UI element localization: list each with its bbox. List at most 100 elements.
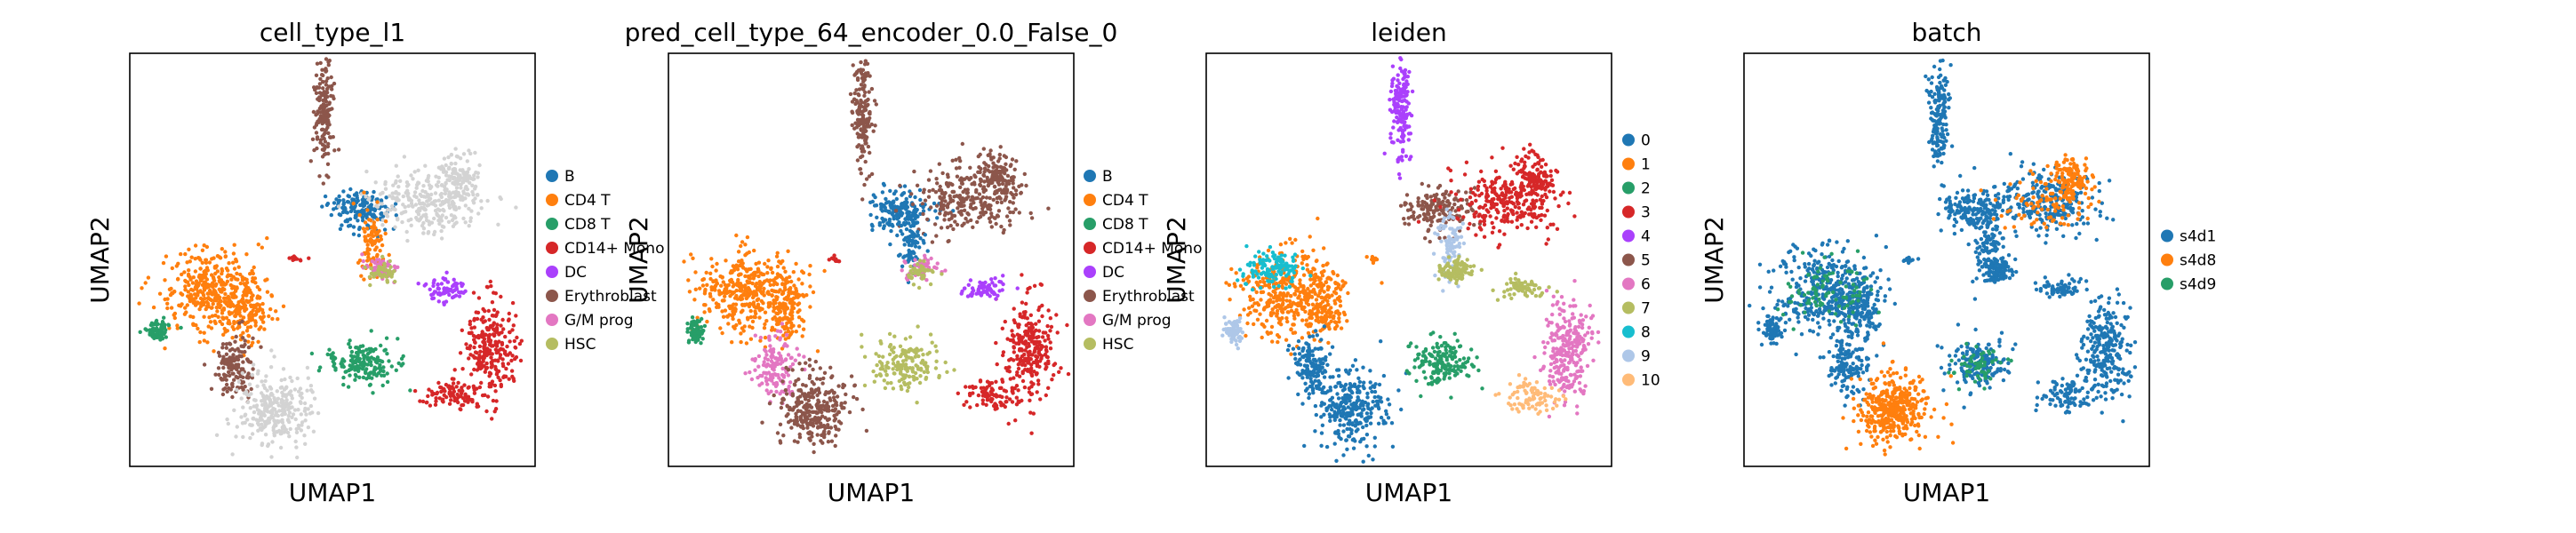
scatter-point xyxy=(933,366,939,370)
scatter-point xyxy=(362,277,366,282)
scatter-point xyxy=(711,298,716,302)
scatter-point xyxy=(979,386,984,390)
scatter-point xyxy=(439,228,444,234)
scatter-point xyxy=(500,342,505,346)
scatter-point xyxy=(202,314,206,319)
scatter-point xyxy=(734,322,739,328)
scatter-point xyxy=(220,286,225,290)
scatter-point xyxy=(238,281,243,286)
scatter-point xyxy=(447,178,452,183)
scatter-point xyxy=(953,219,957,224)
scatter-point xyxy=(739,259,743,265)
scatter-point xyxy=(295,376,300,381)
scatter-point xyxy=(447,174,452,179)
scatter-point xyxy=(892,217,896,221)
scatter-point xyxy=(346,385,351,389)
scatter-point xyxy=(843,401,847,405)
scatter-point xyxy=(284,393,289,397)
scatter-point xyxy=(416,282,420,286)
scatter-point xyxy=(487,370,492,375)
scatter-point xyxy=(487,317,492,322)
scatter-point xyxy=(267,420,271,425)
scatter-point xyxy=(417,198,421,203)
scatter-point xyxy=(898,212,903,218)
scatter-point xyxy=(246,334,252,338)
scatter-point xyxy=(852,394,856,400)
scatter-point xyxy=(878,372,883,377)
scatter-point xyxy=(311,109,316,115)
scatter-point xyxy=(375,252,380,258)
scatter-point xyxy=(193,303,198,307)
scatter-point xyxy=(1028,398,1032,402)
scatter-point xyxy=(227,370,231,374)
scatter-point xyxy=(468,219,473,224)
scatter-point xyxy=(364,235,368,241)
scatter-point xyxy=(220,247,224,251)
scatter-point xyxy=(233,339,237,344)
scatter-point xyxy=(258,306,262,311)
scatter-point xyxy=(284,386,289,390)
scatter-point xyxy=(731,264,735,268)
scatter-point xyxy=(457,388,461,393)
scatter-point xyxy=(826,440,831,444)
scatter-point xyxy=(1020,347,1024,352)
scatter-point xyxy=(756,354,762,359)
scatter-point xyxy=(871,369,876,374)
scatter-point xyxy=(814,402,819,408)
scatter-point xyxy=(788,418,793,423)
scatter-point xyxy=(320,147,325,152)
scatter-point xyxy=(781,266,786,270)
scatter-point xyxy=(241,293,245,298)
scatter-point xyxy=(203,268,208,273)
scatter-point xyxy=(737,284,741,289)
scatter-point xyxy=(360,367,365,371)
scatter-point xyxy=(881,367,885,371)
scatter-point xyxy=(372,266,377,270)
scatter-point xyxy=(921,238,925,243)
scatter-point xyxy=(792,418,796,423)
scatter-point xyxy=(387,359,391,363)
scatter-point xyxy=(357,212,362,218)
scatter-point xyxy=(195,284,200,289)
scatter-point xyxy=(375,232,380,236)
scatter-point xyxy=(913,370,918,376)
scatter-point xyxy=(972,173,977,178)
scatter-point xyxy=(290,405,294,410)
scatter-point xyxy=(831,391,836,395)
scatter-point xyxy=(263,378,268,384)
scatter-point xyxy=(748,280,752,285)
scatter-point xyxy=(340,364,344,369)
scatter-point xyxy=(409,173,413,178)
scatter-point xyxy=(943,360,948,365)
legend-marker xyxy=(546,314,558,326)
scatter-point xyxy=(329,212,333,218)
scatter-point xyxy=(260,422,264,426)
scatter-point xyxy=(401,362,405,366)
scatter-point xyxy=(217,255,222,259)
scatter-point xyxy=(756,364,761,369)
scatter-point xyxy=(451,181,455,186)
scatter-point xyxy=(179,325,183,330)
scatter-point xyxy=(239,396,244,401)
scatter-point xyxy=(996,180,1001,185)
scatter-point xyxy=(198,278,204,283)
scatter-point xyxy=(887,345,892,349)
scatter-point xyxy=(1029,373,1035,378)
scatter-point xyxy=(469,372,474,377)
scatter-point xyxy=(973,206,978,211)
scatter-point xyxy=(444,188,449,193)
scatter-point xyxy=(868,74,872,78)
scatter-point xyxy=(764,319,769,323)
scatter-point xyxy=(197,306,202,312)
scatter-point xyxy=(310,137,316,141)
scatter-point xyxy=(251,336,255,340)
scatter-point xyxy=(980,206,985,211)
scatter-point xyxy=(318,110,323,115)
scatter-point xyxy=(457,294,462,298)
scatter-point xyxy=(822,370,828,375)
scatter-point xyxy=(425,199,429,203)
scatter-point xyxy=(1024,183,1028,188)
scatter-point xyxy=(957,165,962,170)
scatter-point xyxy=(314,113,318,117)
scatter-point xyxy=(265,235,269,241)
